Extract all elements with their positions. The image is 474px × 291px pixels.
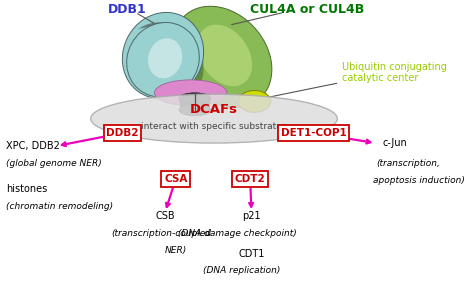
Text: c-Jun: c-Jun xyxy=(382,138,407,148)
Ellipse shape xyxy=(148,38,182,78)
Ellipse shape xyxy=(165,14,203,88)
Text: (transcription-coupled: (transcription-coupled xyxy=(111,229,211,238)
Text: (DNA replication): (DNA replication) xyxy=(203,267,280,276)
Ellipse shape xyxy=(91,94,337,143)
Circle shape xyxy=(238,91,271,112)
Text: DCAFs: DCAFs xyxy=(190,103,238,116)
Text: Ubiquitin conjugating
catalytic center: Ubiquitin conjugating catalytic center xyxy=(342,62,447,84)
Text: CSA: CSA xyxy=(164,174,187,184)
Text: (global genome NER): (global genome NER) xyxy=(6,159,101,168)
Ellipse shape xyxy=(146,31,184,77)
Ellipse shape xyxy=(179,104,211,116)
Text: CDT1: CDT1 xyxy=(238,249,264,259)
Text: DDB2: DDB2 xyxy=(106,128,139,138)
Text: CUL4A or CUL4B: CUL4A or CUL4B xyxy=(250,3,365,16)
Text: (transcription,: (transcription, xyxy=(376,159,440,168)
Text: DDB1: DDB1 xyxy=(108,3,146,16)
Ellipse shape xyxy=(197,24,252,86)
Ellipse shape xyxy=(122,13,204,98)
Text: CSB: CSB xyxy=(155,211,175,221)
Ellipse shape xyxy=(173,6,272,107)
Text: (DNA damage checkpoint): (DNA damage checkpoint) xyxy=(178,229,297,238)
Text: histones: histones xyxy=(6,184,47,194)
Polygon shape xyxy=(180,99,210,110)
Text: DET1-COP1: DET1-COP1 xyxy=(281,128,347,138)
Text: NER): NER) xyxy=(164,246,187,255)
Ellipse shape xyxy=(127,22,200,97)
Ellipse shape xyxy=(179,93,211,104)
Text: XPC, DDB2: XPC, DDB2 xyxy=(6,141,60,151)
Ellipse shape xyxy=(131,26,191,47)
Text: CDT2: CDT2 xyxy=(235,174,265,184)
Text: interact with specific substrates: interact with specific substrates xyxy=(141,122,287,131)
Text: apoptosis induction): apoptosis induction) xyxy=(374,176,465,185)
Text: p21: p21 xyxy=(242,211,261,221)
Ellipse shape xyxy=(155,80,227,106)
Ellipse shape xyxy=(133,22,189,57)
Text: (chromatin remodeling): (chromatin remodeling) xyxy=(6,202,113,211)
